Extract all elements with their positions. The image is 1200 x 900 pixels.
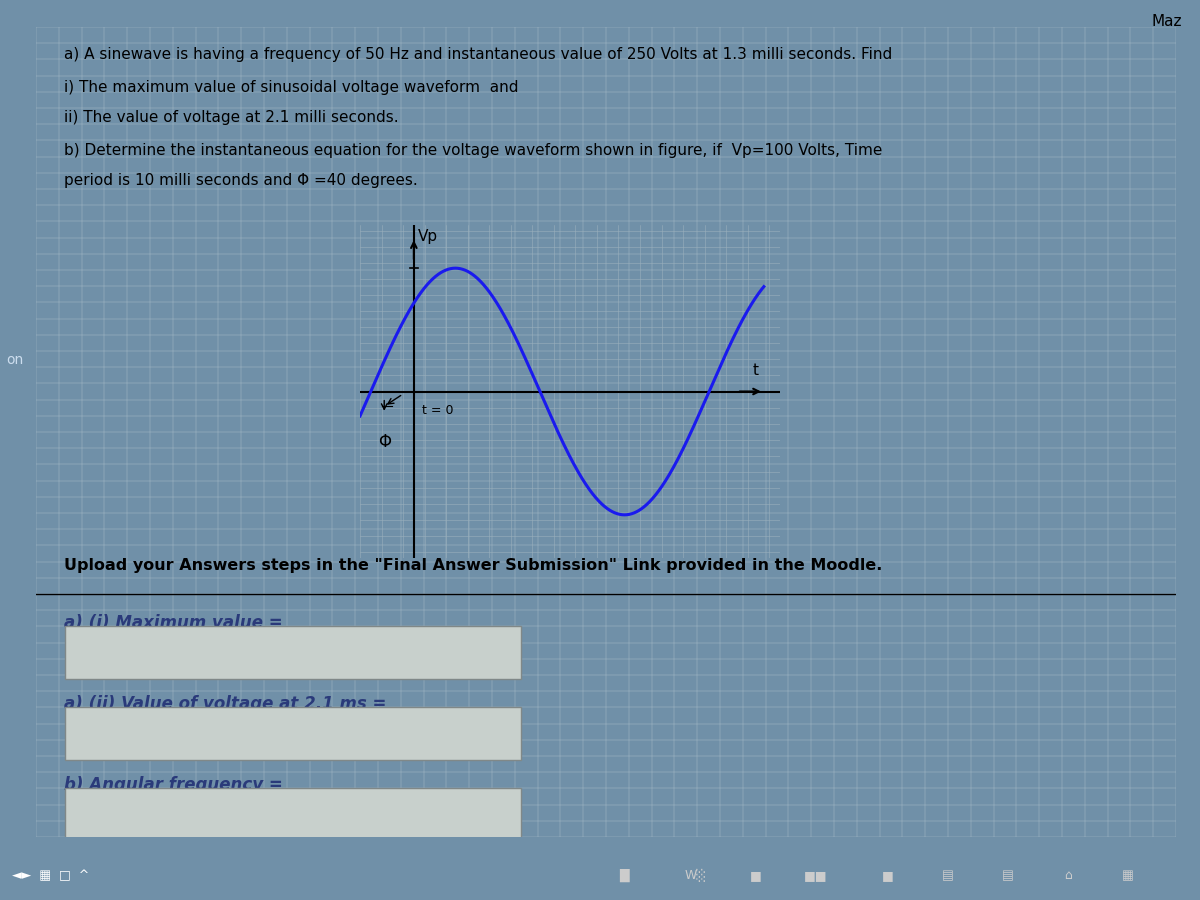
- Text: a) (i) Maximum value =: a) (i) Maximum value =: [65, 614, 283, 632]
- Bar: [65, 788, 521, 841]
- Text: i) The maximum value of sinusoidal voltage waveform  and: i) The maximum value of sinusoidal volta…: [65, 80, 520, 94]
- Text: Upload your Answers steps in the "Final Answer Submission" Link provided in the : Upload your Answers steps in the "Final …: [65, 557, 883, 572]
- Text: Maz: Maz: [1152, 14, 1182, 29]
- Text: █: █: [619, 868, 629, 882]
- Text: Vp: Vp: [418, 229, 438, 244]
- Text: ◄►  ▦  □  ^: ◄► ▦ □ ^: [12, 868, 89, 882]
- Text: t = 0: t = 0: [422, 404, 454, 417]
- Text: ▤: ▤: [942, 868, 954, 882]
- Text: b) Angular frequency =: b) Angular frequency =: [65, 776, 283, 795]
- Text: ■: ■: [882, 868, 894, 882]
- Text: W░: W░: [685, 868, 707, 882]
- Bar: [65, 707, 521, 760]
- Text: ■■: ■■: [804, 868, 828, 882]
- Text: b) Determine the instantaneous equation for the voltage waveform shown in figure: b) Determine the instantaneous equation …: [65, 143, 883, 157]
- Text: ▤: ▤: [1002, 868, 1014, 882]
- Text: a) (ii) Value of voltage at 2.1 ms =: a) (ii) Value of voltage at 2.1 ms =: [65, 695, 386, 713]
- Text: on: on: [6, 353, 23, 367]
- Text: period is 10 milli seconds and Φ =40 degrees.: period is 10 milli seconds and Φ =40 deg…: [65, 173, 419, 188]
- Text: ■: ■: [750, 868, 762, 882]
- Text: a) A sinewave is having a frequency of 50 Hz and instantaneous value of 250 Volt: a) A sinewave is having a frequency of 5…: [65, 47, 893, 62]
- Text: Φ: Φ: [378, 433, 391, 451]
- Text: ⌂: ⌂: [1064, 868, 1072, 882]
- Text: ii) The value of voltage at 2.1 milli seconds.: ii) The value of voltage at 2.1 milli se…: [65, 111, 400, 125]
- Bar: [65, 626, 521, 679]
- Text: t: t: [754, 364, 760, 379]
- Text: ▦: ▦: [1122, 868, 1134, 882]
